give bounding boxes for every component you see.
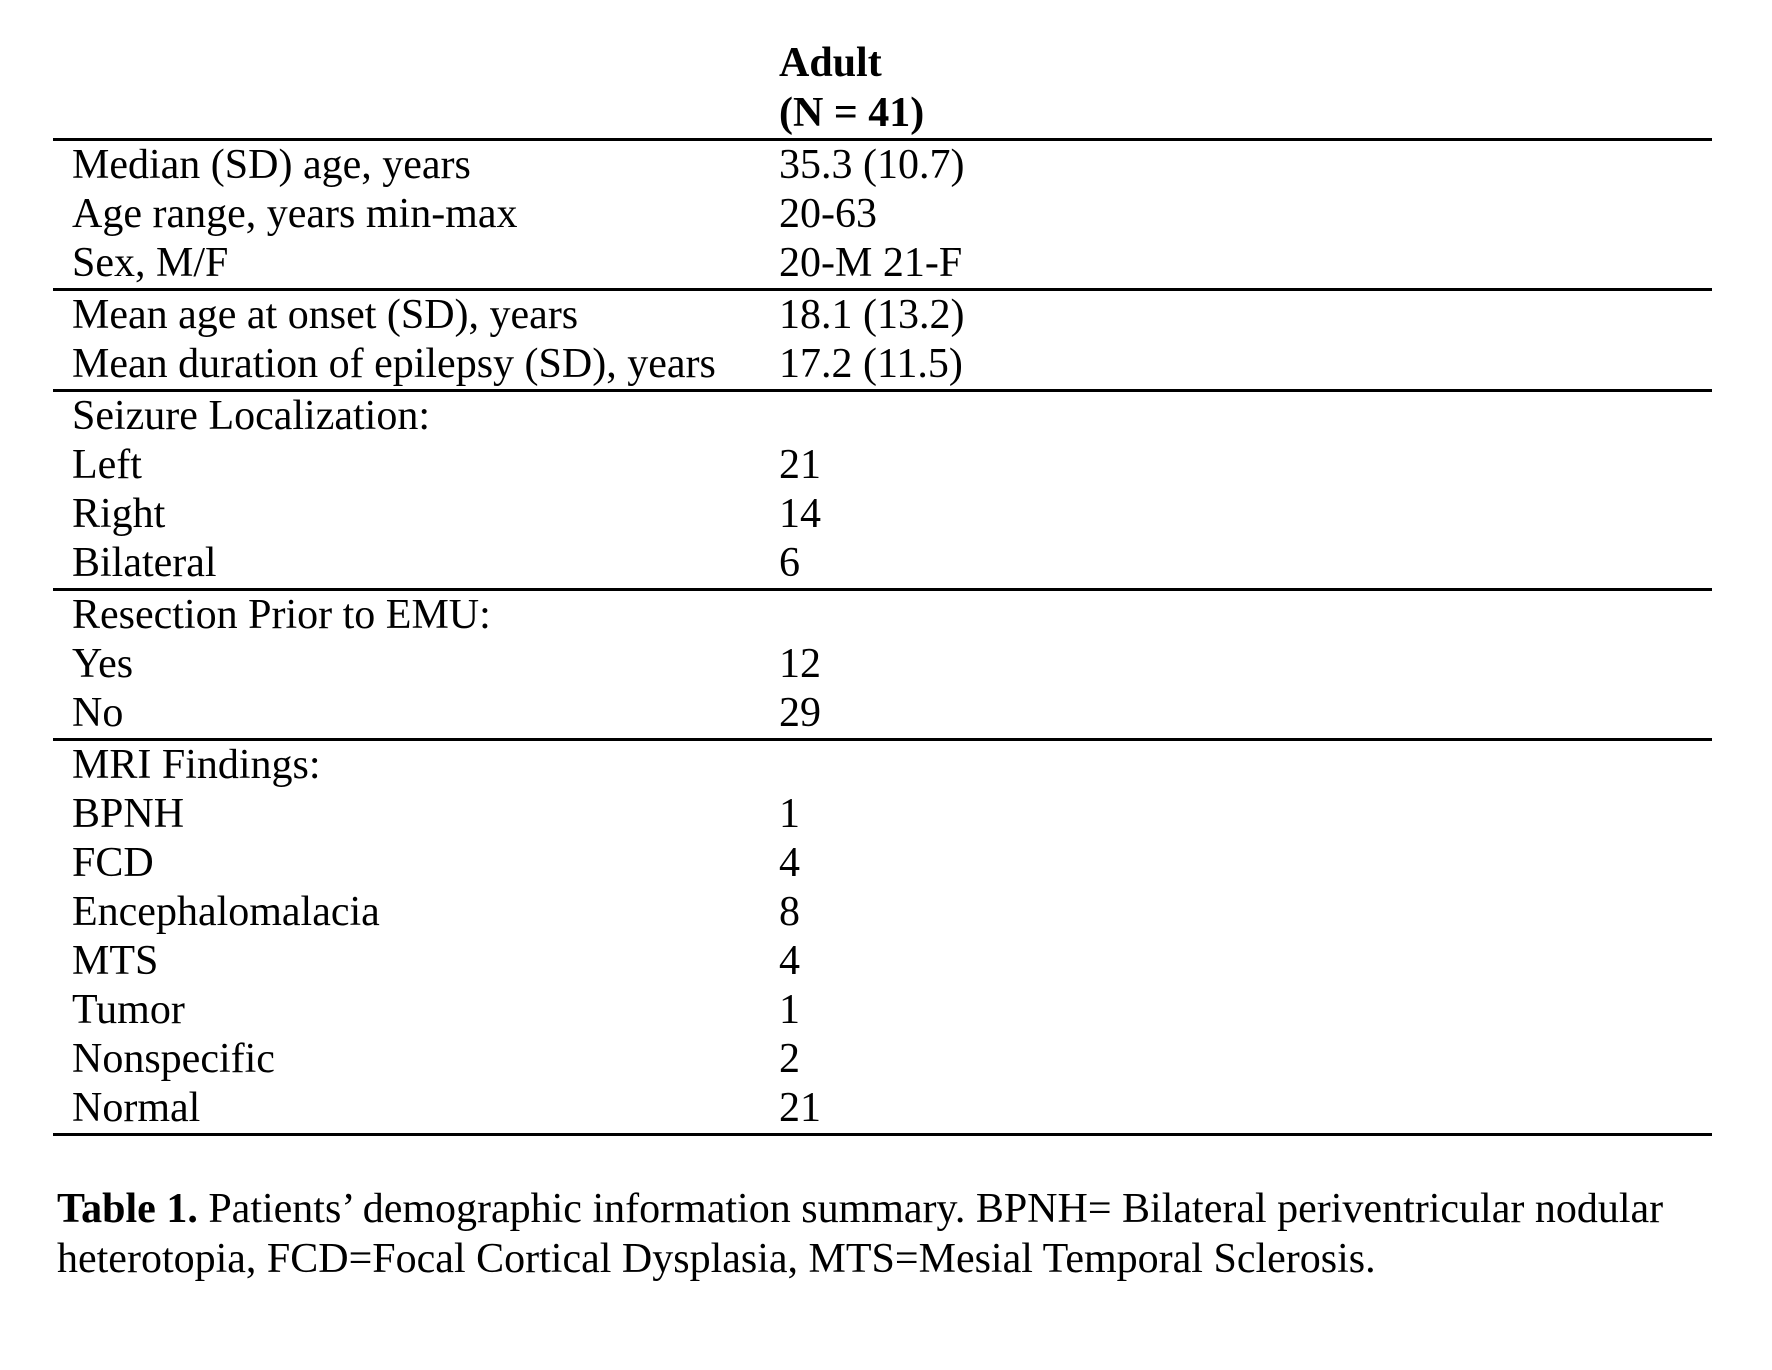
- table-row: Mean age at onset (SD), years 18.1 (13.2): [53, 290, 1712, 341]
- header-empty-cell: [53, 38, 753, 141]
- section-seizure-localization: Seizure Localization: Left 21 Right 14 Bilate…: [53, 391, 1712, 590]
- table-row: Seizure Localization:: [53, 391, 1712, 442]
- row-value: 8: [779, 889, 800, 935]
- row-value: 17.2 (11.5): [779, 341, 963, 387]
- row-label: Resection Prior to EMU:: [72, 592, 491, 638]
- row-label: Normal: [72, 1085, 201, 1131]
- table-row: FCD 4: [53, 839, 1712, 888]
- table-row: Tumor 1: [53, 986, 1712, 1035]
- row-label: Median (SD) age, years: [72, 142, 471, 188]
- row-value: 4: [779, 938, 800, 984]
- row-value: 29: [779, 690, 821, 736]
- caption-text: Patients’ demographic information summar…: [57, 1186, 1664, 1282]
- row-value: 35.3 (10.7): [779, 142, 965, 188]
- section-age: Median (SD) age, years 35.3 (10.7) Age ran…: [53, 140, 1712, 290]
- table-row: Normal 21: [53, 1084, 1712, 1135]
- table-row: Nonspecific 2: [53, 1035, 1712, 1084]
- row-label: Yes: [72, 641, 134, 687]
- table-row: Bilateral 6: [53, 539, 1712, 590]
- row-value: 21: [779, 1085, 821, 1131]
- row-label: Encephalomalacia: [72, 889, 380, 935]
- table-row: Right 14: [53, 490, 1712, 539]
- row-value: 4: [779, 840, 800, 886]
- row-label: Mean age at onset (SD), years: [72, 292, 579, 338]
- table-row: Left 21: [53, 441, 1712, 490]
- table-row: Resection Prior to EMU:: [53, 590, 1712, 641]
- caption-label: Table 1.: [57, 1186, 198, 1232]
- row-value: 12: [779, 641, 821, 687]
- row-value: 6: [779, 540, 800, 586]
- table-row: Encephalomalacia 8: [53, 888, 1712, 937]
- section-mri-findings: MRI Findings: BPNH 1 FCD 4 Encephalomalacia 8 M…: [53, 740, 1712, 1135]
- row-label: Age range, years min-max: [72, 191, 518, 237]
- header-group-cell: Adult (N = 41): [753, 38, 1712, 141]
- row-label: Tumor: [72, 987, 185, 1033]
- row-label: Left: [72, 442, 142, 488]
- table-caption: Table 1. Patients’ demographic informati…: [57, 1184, 1717, 1284]
- row-label: FCD: [72, 840, 154, 886]
- row-value: [753, 590, 1712, 641]
- table-row: No 29: [53, 689, 1712, 740]
- row-value: [753, 391, 1712, 442]
- row-value: 18.1 (13.2): [779, 292, 965, 338]
- header-group-count: (N = 41): [779, 90, 925, 136]
- row-value: 21: [779, 442, 821, 488]
- table-row: Yes 12: [53, 640, 1712, 689]
- table-row: Age range, years min-max 20-63: [53, 190, 1712, 239]
- row-label: Bilateral: [72, 540, 217, 586]
- section-onset-duration: Mean age at onset (SD), years 18.1 (13.2)…: [53, 290, 1712, 391]
- section-resection-prior-to-emu: Resection Prior to EMU: Yes 12 No 29: [53, 590, 1712, 740]
- row-value: 1: [779, 791, 800, 837]
- table-row: Mean duration of epilepsy (SD), years 17.…: [53, 340, 1712, 391]
- row-label: MRI Findings:: [72, 742, 321, 788]
- table-row: BPNH 1: [53, 790, 1712, 839]
- header-group-label: Adult: [779, 40, 882, 86]
- row-label: Right: [72, 491, 166, 537]
- row-label: No: [72, 690, 124, 736]
- row-value: 1: [779, 987, 800, 1033]
- row-value: 2: [779, 1036, 800, 1082]
- demographics-table: Adult (N = 41) Median (SD) age, years 35.…: [53, 38, 1712, 1136]
- row-label: Seizure Localization:: [72, 393, 431, 439]
- row-label: Nonspecific: [72, 1036, 275, 1082]
- row-label: Sex, M/F: [72, 240, 229, 286]
- table-header: Adult (N = 41): [53, 38, 1712, 141]
- row-value: 20-63: [779, 191, 877, 237]
- row-label: MTS: [72, 938, 159, 984]
- table-row: Median (SD) age, years 35.3 (10.7): [53, 140, 1712, 191]
- row-value: 20-M 21-F: [779, 240, 963, 286]
- table-row: MTS 4: [53, 937, 1712, 986]
- row-label: Mean duration of epilepsy (SD), years: [72, 341, 716, 387]
- row-value: [753, 740, 1712, 791]
- table-row: MRI Findings:: [53, 740, 1712, 791]
- table-row: Sex, M/F 20-M 21-F: [53, 239, 1712, 290]
- header-row: Adult (N = 41): [53, 38, 1712, 141]
- row-label: BPNH: [72, 791, 185, 837]
- row-value: 14: [779, 491, 821, 537]
